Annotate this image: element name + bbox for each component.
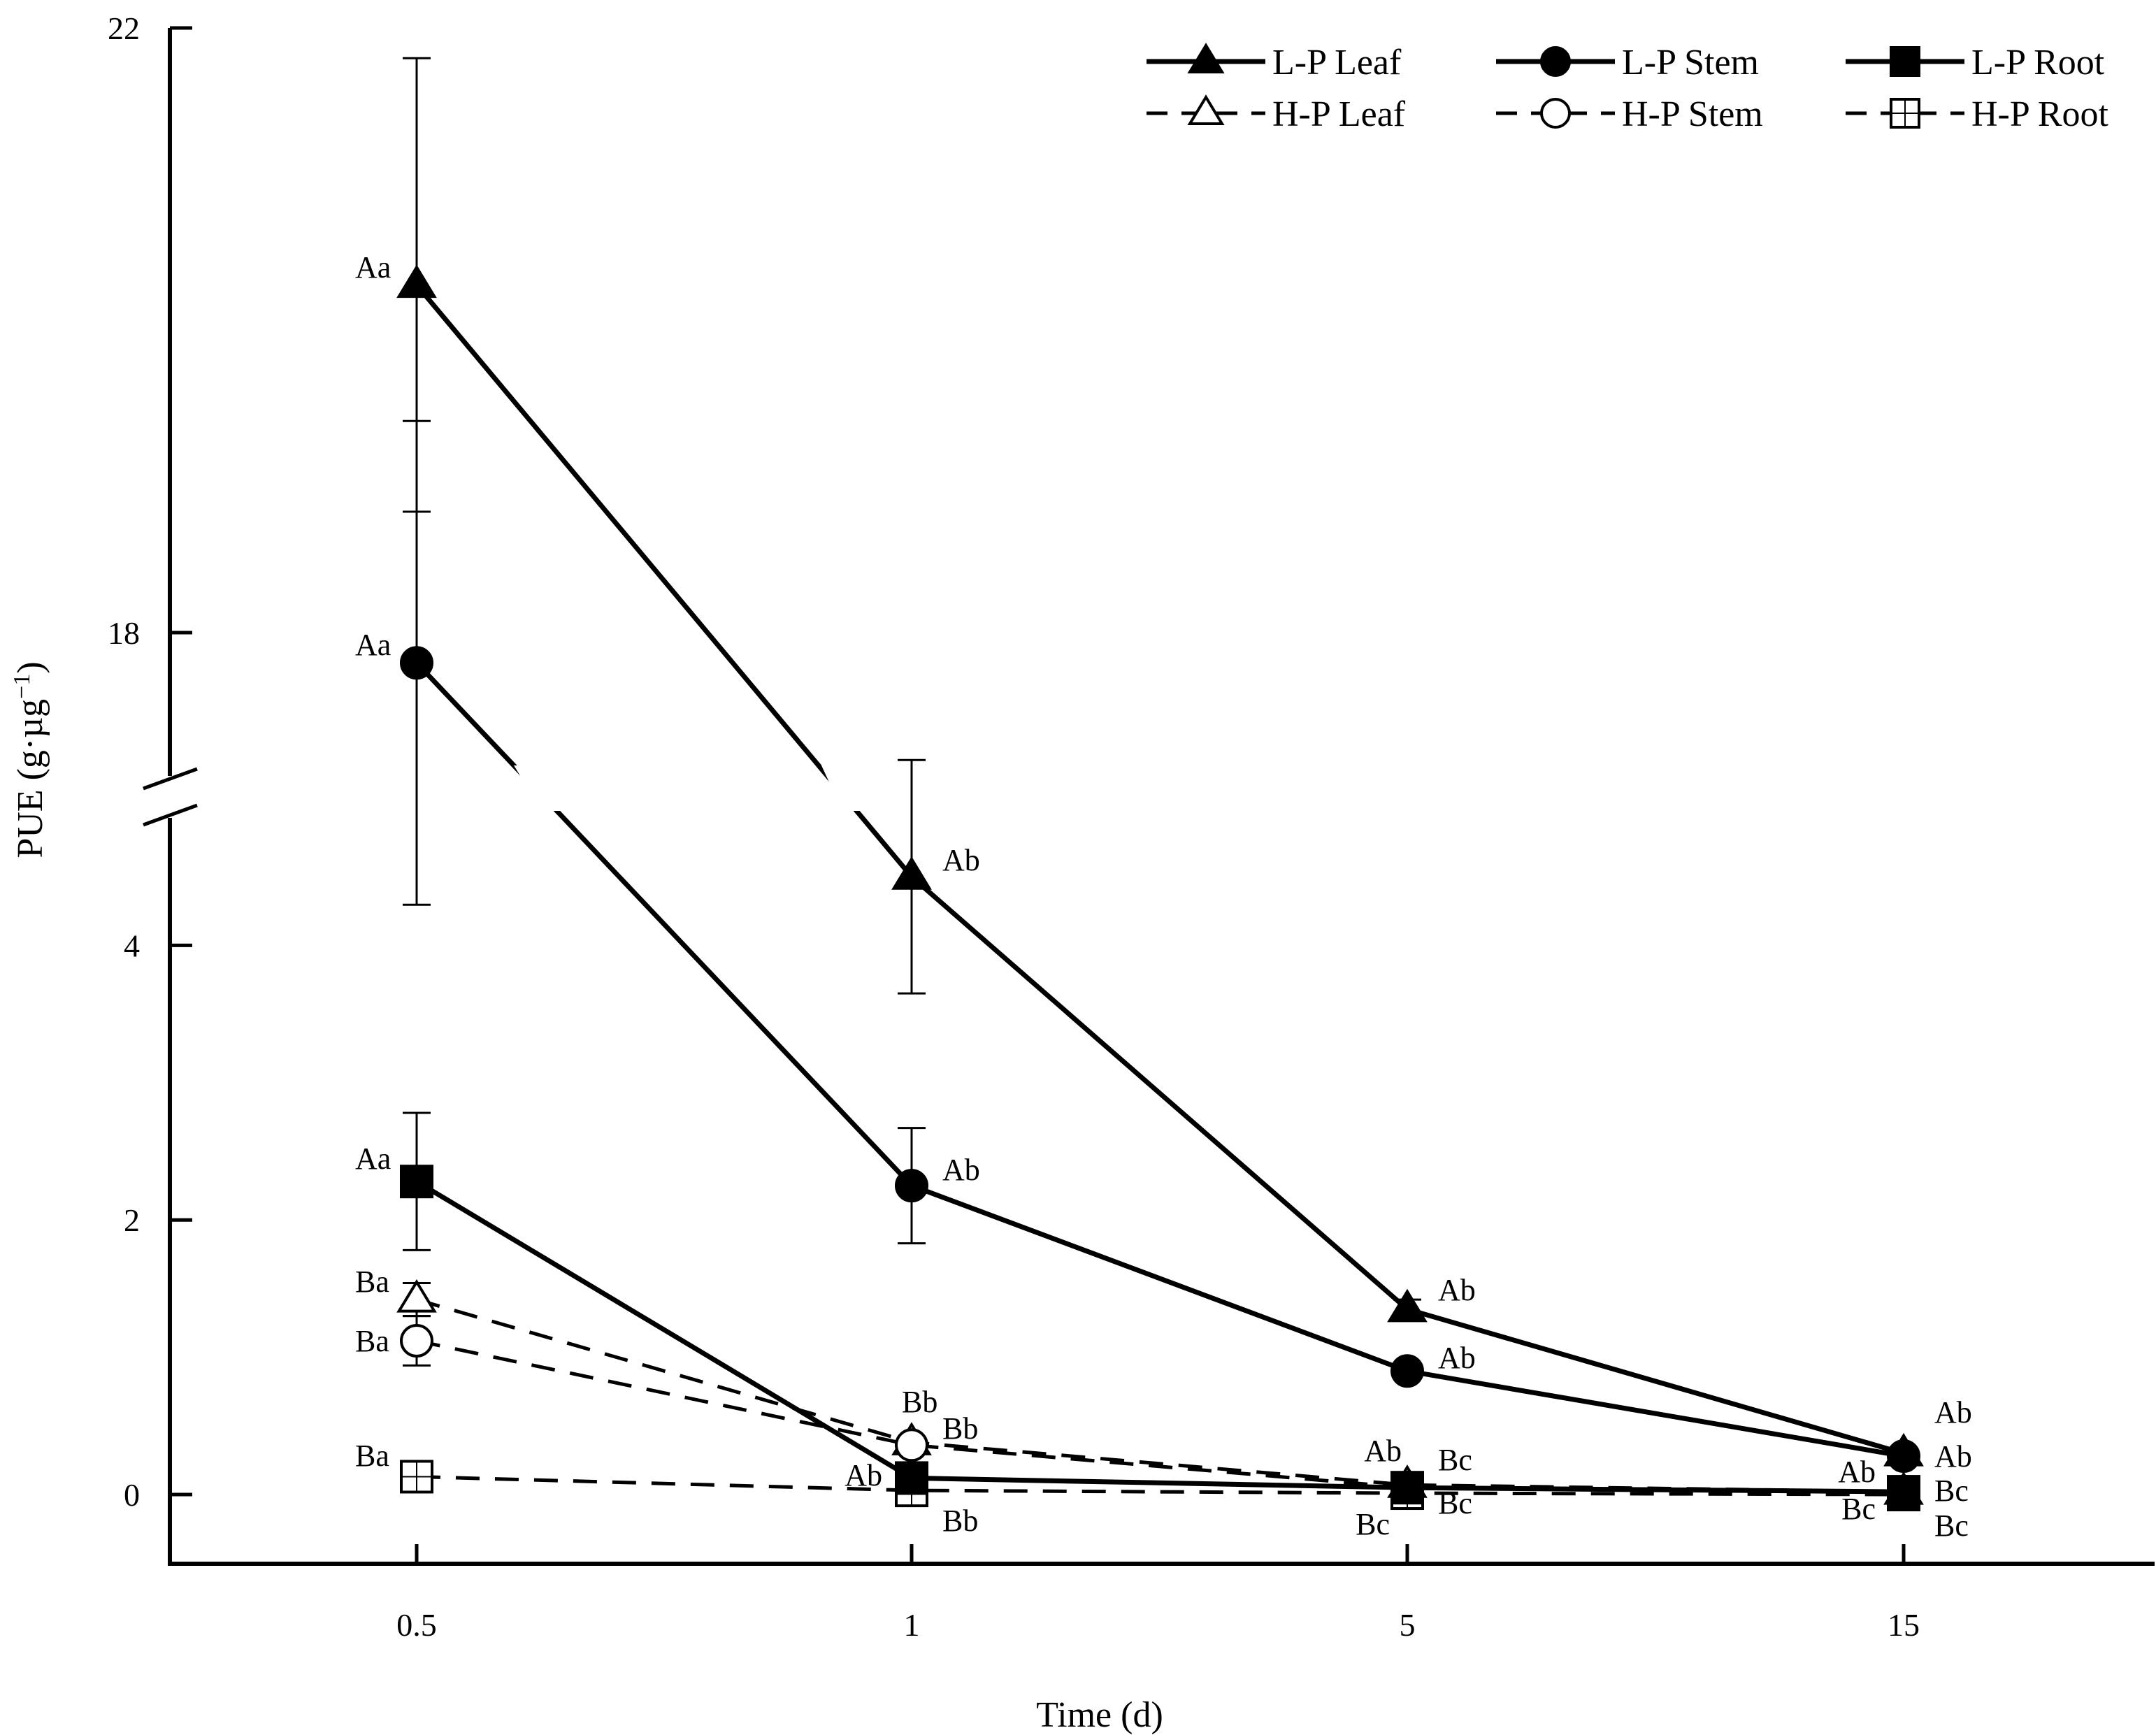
significance-label: Ab — [1838, 1455, 1876, 1489]
significance-label: Aa — [355, 628, 391, 662]
significance-label: Bc — [1438, 1443, 1472, 1477]
data-point-circle — [1390, 1354, 1424, 1388]
y-tick-label: 22 — [108, 10, 140, 46]
significance-label: Ba — [355, 1439, 389, 1473]
significance-label: Bc — [1934, 1509, 1969, 1543]
series-group — [396, 57, 1924, 1511]
data-point-triangle — [891, 856, 932, 890]
data-point-circle — [895, 1169, 928, 1203]
legend-label: H-P Stem — [1622, 94, 1763, 134]
significance-label: Ba — [355, 1265, 389, 1299]
series-l-p-stem — [400, 419, 1920, 1474]
data-point-triangle — [396, 264, 437, 298]
legend-marker-square-box — [1890, 46, 1920, 77]
data-point-square — [1887, 1475, 1920, 1509]
data-point-square — [400, 1165, 433, 1199]
significance-label: Ab — [1934, 1395, 1972, 1430]
legend-item-h-p-leaf: H-P Leaf — [1147, 94, 1406, 134]
significance-label: Ab — [942, 843, 980, 877]
data-point-triangle — [396, 1279, 437, 1313]
legend-item-h-p-root: H-P Root — [1846, 94, 2109, 134]
series-line — [416, 1339, 1904, 1494]
data-point-square-box — [1390, 1471, 1424, 1505]
series-line — [415, 1179, 1904, 1495]
data-point-square-box — [400, 1165, 433, 1199]
legend-item-l-p-leaf: L-P Leaf — [1147, 43, 1402, 82]
data-labels-group: AaAbAbAbAaAbAbAbAaAbAbAbBaBbBcBcBaBbBcBc… — [355, 250, 1972, 1543]
significance-label: Ab — [1438, 1341, 1476, 1375]
data-point-triangle — [1387, 1288, 1428, 1323]
data-point-square-box — [1887, 1475, 1920, 1509]
series-line — [416, 1474, 1904, 1497]
significance-label: Bb — [942, 1411, 978, 1446]
series-h-p-stem — [400, 1315, 1920, 1509]
y-tick-label: 18 — [108, 615, 140, 651]
significance-label: Bb — [942, 1504, 978, 1538]
x-axis-title: Time (d) — [1036, 1695, 1163, 1735]
data-point-square — [1390, 1471, 1424, 1505]
x-tick-label: 15 — [1888, 1607, 1920, 1643]
significance-label: Bb — [902, 1385, 937, 1419]
x-tick-label: 1 — [904, 1607, 920, 1643]
legend-marker-square — [1890, 98, 1920, 129]
y-tick-label: 2 — [124, 1202, 140, 1238]
legend-marker-square — [1890, 46, 1920, 77]
axis-break-mark — [143, 767, 198, 791]
series-l-p-leaf — [396, 57, 1924, 1467]
significance-label: Ba — [355, 1324, 389, 1358]
legend-marker-triangle — [1187, 43, 1225, 73]
legend-marker-circle — [1540, 98, 1571, 129]
legend-item-h-p-stem: H-P Stem — [1496, 94, 1763, 134]
significance-label: Ab — [1934, 1439, 1972, 1474]
legend-label: L-P Stem — [1622, 43, 1759, 82]
significance-label: Bc — [1438, 1486, 1472, 1520]
legend-label: H-P Leaf — [1272, 94, 1406, 134]
series-h-p-root — [400, 1460, 1920, 1511]
y-tick-label: 0 — [124, 1477, 140, 1513]
y-axis-title: PUE (g·µg−1) — [9, 661, 51, 858]
data-point-square — [400, 1460, 433, 1494]
x-tick-label: 0.5 — [396, 1607, 437, 1643]
line-break-gap — [821, 765, 886, 811]
data-point-circle — [1887, 1439, 1920, 1474]
data-point-square — [895, 1461, 928, 1495]
legend-marker-triangle — [1187, 94, 1225, 125]
y-axis-title-exponent: −1 — [9, 674, 35, 699]
series-l-p-root — [400, 1111, 1920, 1509]
legend: L-P Leaf L-P Stem L-P Root H-P Leaf H-P Stem… — [1147, 43, 2109, 134]
significance-label: Bc — [1841, 1492, 1876, 1526]
legend-label: L-P Root — [1971, 43, 2105, 82]
legend-label: H-P Root — [1971, 94, 2109, 134]
axis-break-mark — [143, 803, 198, 827]
legend-item-l-p-stem: L-P Stem — [1496, 43, 1759, 82]
data-point-circle — [400, 1324, 433, 1358]
series-line — [415, 661, 1904, 1459]
significance-label: Ab — [1438, 1273, 1476, 1307]
significance-label: Aa — [355, 1142, 391, 1176]
x-tick-label: 5 — [1400, 1607, 1416, 1643]
line-break-gap — [514, 765, 589, 811]
significance-label: Bc — [1356, 1507, 1390, 1541]
data-point-circle — [400, 646, 433, 680]
legend-marker-circle — [1540, 46, 1571, 77]
y-axis-title-close: ) — [10, 661, 50, 673]
data-point-square-box — [895, 1461, 928, 1495]
significance-label: Aa — [355, 250, 391, 285]
significance-label: Ab — [1364, 1434, 1402, 1468]
y-axis-title-main: PUE (g·µg — [10, 699, 50, 858]
significance-label: Bc — [1934, 1474, 1969, 1508]
data-point-circle — [895, 1428, 928, 1462]
legend-label: L-P Leaf — [1272, 43, 1402, 82]
y-tick-label: 4 — [124, 928, 140, 963]
series-line — [415, 283, 1904, 1456]
legend-item-l-p-root: L-P Root — [1846, 43, 2105, 82]
significance-label: Ab — [942, 1153, 980, 1187]
series-line — [416, 1297, 1904, 1494]
significance-label: Ab — [845, 1458, 882, 1492]
